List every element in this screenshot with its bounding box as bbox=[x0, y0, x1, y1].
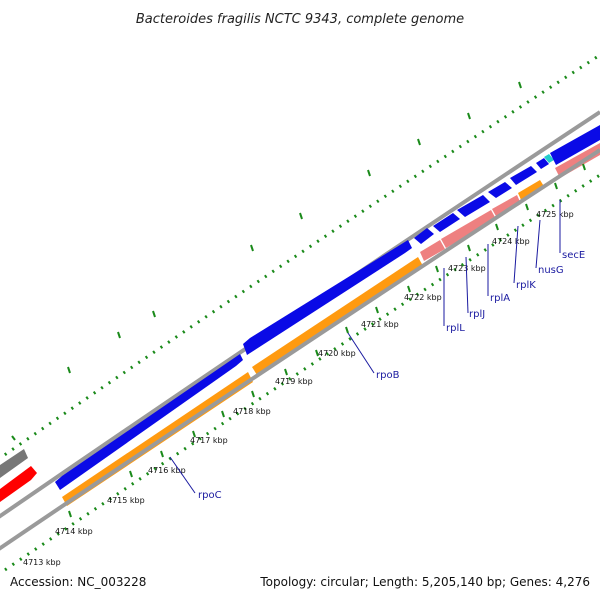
kbp-label-4721: 4721 kbp bbox=[361, 320, 399, 329]
gene-orange-small bbox=[518, 180, 545, 202]
gene-label-rpoB: rpoB bbox=[376, 370, 400, 381]
gene-rpoC-forward bbox=[55, 354, 243, 490]
gene-right-forward bbox=[550, 125, 600, 165]
gene-small-5-forward bbox=[510, 166, 537, 185]
kbp-label-4718: 4718 kbp bbox=[233, 407, 271, 416]
kbp-label-4713: 4713 kbp bbox=[23, 558, 61, 567]
gene-pink-right bbox=[555, 143, 600, 178]
gene-rpoB-reverse bbox=[252, 257, 423, 375]
gene-label-secE: secE bbox=[562, 250, 585, 261]
gene-label-rplJ: rplJ bbox=[469, 309, 485, 320]
gene-label-rplK: rplK bbox=[516, 280, 536, 291]
gene-small-2-forward bbox=[433, 213, 460, 232]
topology-text: Topology: circular; Length: 5,205,140 bp… bbox=[259, 575, 590, 589]
kbp-label-4715: 4715 kbp bbox=[107, 496, 145, 505]
kbp-label-4722: 4722 kbp bbox=[404, 293, 442, 302]
gene-left-red bbox=[0, 466, 37, 502]
gene-label-rplA: rplA bbox=[490, 293, 510, 304]
gene-label-rpoC: rpoC bbox=[198, 490, 222, 501]
kbp-label-4714: 4714 kbp bbox=[55, 527, 93, 536]
backbone-inner bbox=[0, 148, 600, 551]
gene-label-nusG: nusG bbox=[538, 265, 564, 276]
accession-text: Accession: NC_003228 bbox=[10, 575, 146, 589]
kbp-label-4719: 4719 kbp bbox=[275, 377, 313, 386]
gene-secE-small bbox=[544, 154, 554, 163]
gene-small-4-forward bbox=[488, 182, 512, 198]
gene-leader-lines bbox=[169, 200, 561, 494]
gene-pink-2 bbox=[441, 210, 496, 248]
gene-pink-3 bbox=[492, 195, 521, 218]
kbp-label-4724: 4724 kbp bbox=[492, 237, 530, 246]
gene-small-3-forward bbox=[457, 195, 490, 217]
gene-pink-1 bbox=[420, 240, 445, 261]
gc-dots-inner bbox=[0, 173, 600, 576]
gene-small-6-forward bbox=[536, 158, 549, 169]
gene-small-1-forward bbox=[414, 228, 434, 244]
gene-rpoB-forward bbox=[243, 240, 412, 355]
kbp-label-4725: 4725 kbp bbox=[536, 210, 574, 219]
tick-marks bbox=[11, 81, 586, 518]
kbp-label-4720: 4720 kbp bbox=[318, 349, 356, 358]
gc-dots-outer bbox=[0, 53, 600, 460]
kbp-label-4716: 4716 kbp bbox=[148, 466, 186, 475]
gene-left-grey bbox=[0, 449, 28, 478]
gene-label-rplL: rplL bbox=[446, 323, 465, 334]
kbp-label-4717: 4717 kbp bbox=[190, 436, 228, 445]
map-title: Bacteroides fragilis NCTC 9343, complete… bbox=[136, 12, 464, 27]
